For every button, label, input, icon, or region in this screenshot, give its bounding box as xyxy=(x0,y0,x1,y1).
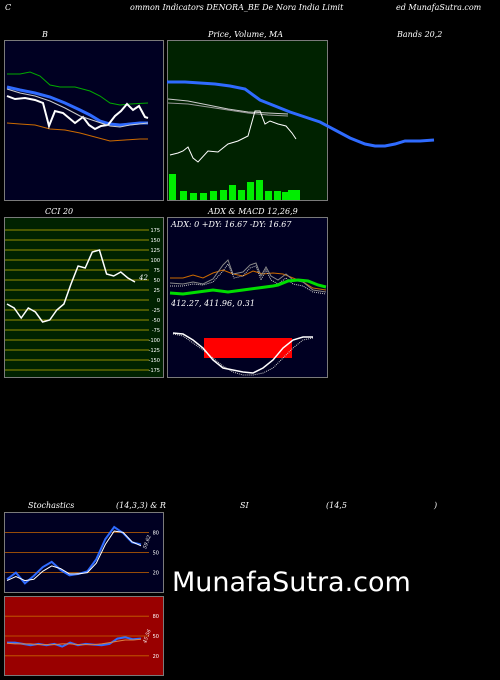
stoch-last-label: 59.62 xyxy=(142,534,153,550)
bbands-title-left: B xyxy=(42,30,48,39)
rsi-tick-label: 80 xyxy=(153,614,159,620)
adx-label: ADX: 0 +DY: 16.67 -DY: 16.67 xyxy=(171,220,292,229)
stoch-series-line xyxy=(6,530,142,582)
cci-tick-label: -75 xyxy=(152,328,160,334)
header-middle: ommon Indicators DENORA_BE De Nora India… xyxy=(130,3,344,12)
bbands-lower-line xyxy=(6,122,148,142)
bbands-upper-line xyxy=(7,71,149,106)
rsi-tick-label: 50 xyxy=(153,634,159,640)
cci-tick-label: -100 xyxy=(149,338,160,344)
bbands-panel xyxy=(4,40,164,201)
volume-bars xyxy=(169,174,300,200)
price-title: Price, Volume, MA xyxy=(208,30,284,39)
adx-line xyxy=(170,262,327,295)
cci-tick-label: -150 xyxy=(149,358,160,364)
cci-tick-label: 25 xyxy=(154,288,160,294)
adx-macd-title: ADX & MACD 12,26,9 xyxy=(208,207,298,216)
bbands-title-right: Bands 20,2 xyxy=(397,30,443,39)
cci-svg: 175 150 125 100 75 50 25 0 -25 -50 -75 -100 -125 -150… xyxy=(5,228,160,374)
cci-tick-label: 50 xyxy=(154,278,160,284)
cci-tick-label: -25 xyxy=(152,308,160,314)
rsi-panel: 80 50 20 45.56 xyxy=(4,596,164,676)
stoch-panel: 80 50 20 59.62 xyxy=(4,512,164,593)
cci-line xyxy=(6,249,136,323)
price-svg xyxy=(168,98,300,200)
cci-tick-label: 75 xyxy=(154,268,160,274)
stoch-svg: 80 50 20 59.62 xyxy=(5,525,159,585)
cci-tick-label: 100 xyxy=(150,258,160,264)
bbands-svg xyxy=(6,71,149,142)
adx-green-line xyxy=(169,278,327,296)
rsi-series-line xyxy=(7,636,142,648)
price-panel xyxy=(167,40,328,201)
rsi-title: SI xyxy=(240,501,249,510)
macd-signal-line xyxy=(172,333,314,376)
header-right: ed MunafaSutra.com xyxy=(396,3,482,12)
rsi-close: ) xyxy=(434,501,438,510)
stoch-tick-label: 20 xyxy=(153,571,159,577)
rsi-svg: 80 50 20 45.56 xyxy=(5,614,159,660)
cci-panel: 175 150 125 100 75 50 25 0 -25 -50 -75 -100 -125 -150… xyxy=(4,217,164,378)
stoch-series-line xyxy=(6,525,142,585)
cci-tick-label: 0 xyxy=(157,298,160,304)
bbands-price-line xyxy=(6,95,149,131)
rsi-last-label: 45.56 xyxy=(142,628,153,645)
macd-line xyxy=(172,332,313,374)
rsi-params: (14,5 xyxy=(326,501,347,510)
rsi-tick-label: 20 xyxy=(153,654,159,660)
rsi-series-line xyxy=(6,638,142,646)
cci-tick-label: 175 xyxy=(150,228,160,234)
adx-svg xyxy=(169,259,327,376)
cci-last-label: 42 xyxy=(139,274,148,282)
bbands-ma-line xyxy=(6,88,149,128)
cci-tick-label: 125 xyxy=(150,248,160,254)
macd-histogram xyxy=(204,338,292,358)
macd-label: 412.27, 411.96, 0.31 xyxy=(171,299,255,308)
adx-panel xyxy=(167,217,328,378)
cci-title: CCI 20 xyxy=(45,207,74,216)
stoch-title-left: Stochastics xyxy=(28,501,75,510)
watermark: MunafaSutra.com xyxy=(172,567,411,598)
cci-tick-label: -175 xyxy=(149,368,160,374)
stoch-title-params: (14,3,3) & R xyxy=(116,501,166,510)
price-close-line xyxy=(169,110,297,163)
price-ma-line-1 xyxy=(168,98,289,115)
header-left: C xyxy=(5,3,12,12)
cci-tick-label: -50 xyxy=(152,318,160,324)
price-ma-line-2 xyxy=(168,102,289,117)
bbands-middle-line xyxy=(6,85,148,127)
cci-tick-label: 150 xyxy=(150,238,160,244)
stoch-tick-label: 50 xyxy=(153,551,159,557)
cci-tick-label: -125 xyxy=(149,348,160,354)
adx-minus-dy-line xyxy=(169,259,327,293)
stoch-tick-label: 80 xyxy=(153,530,159,536)
